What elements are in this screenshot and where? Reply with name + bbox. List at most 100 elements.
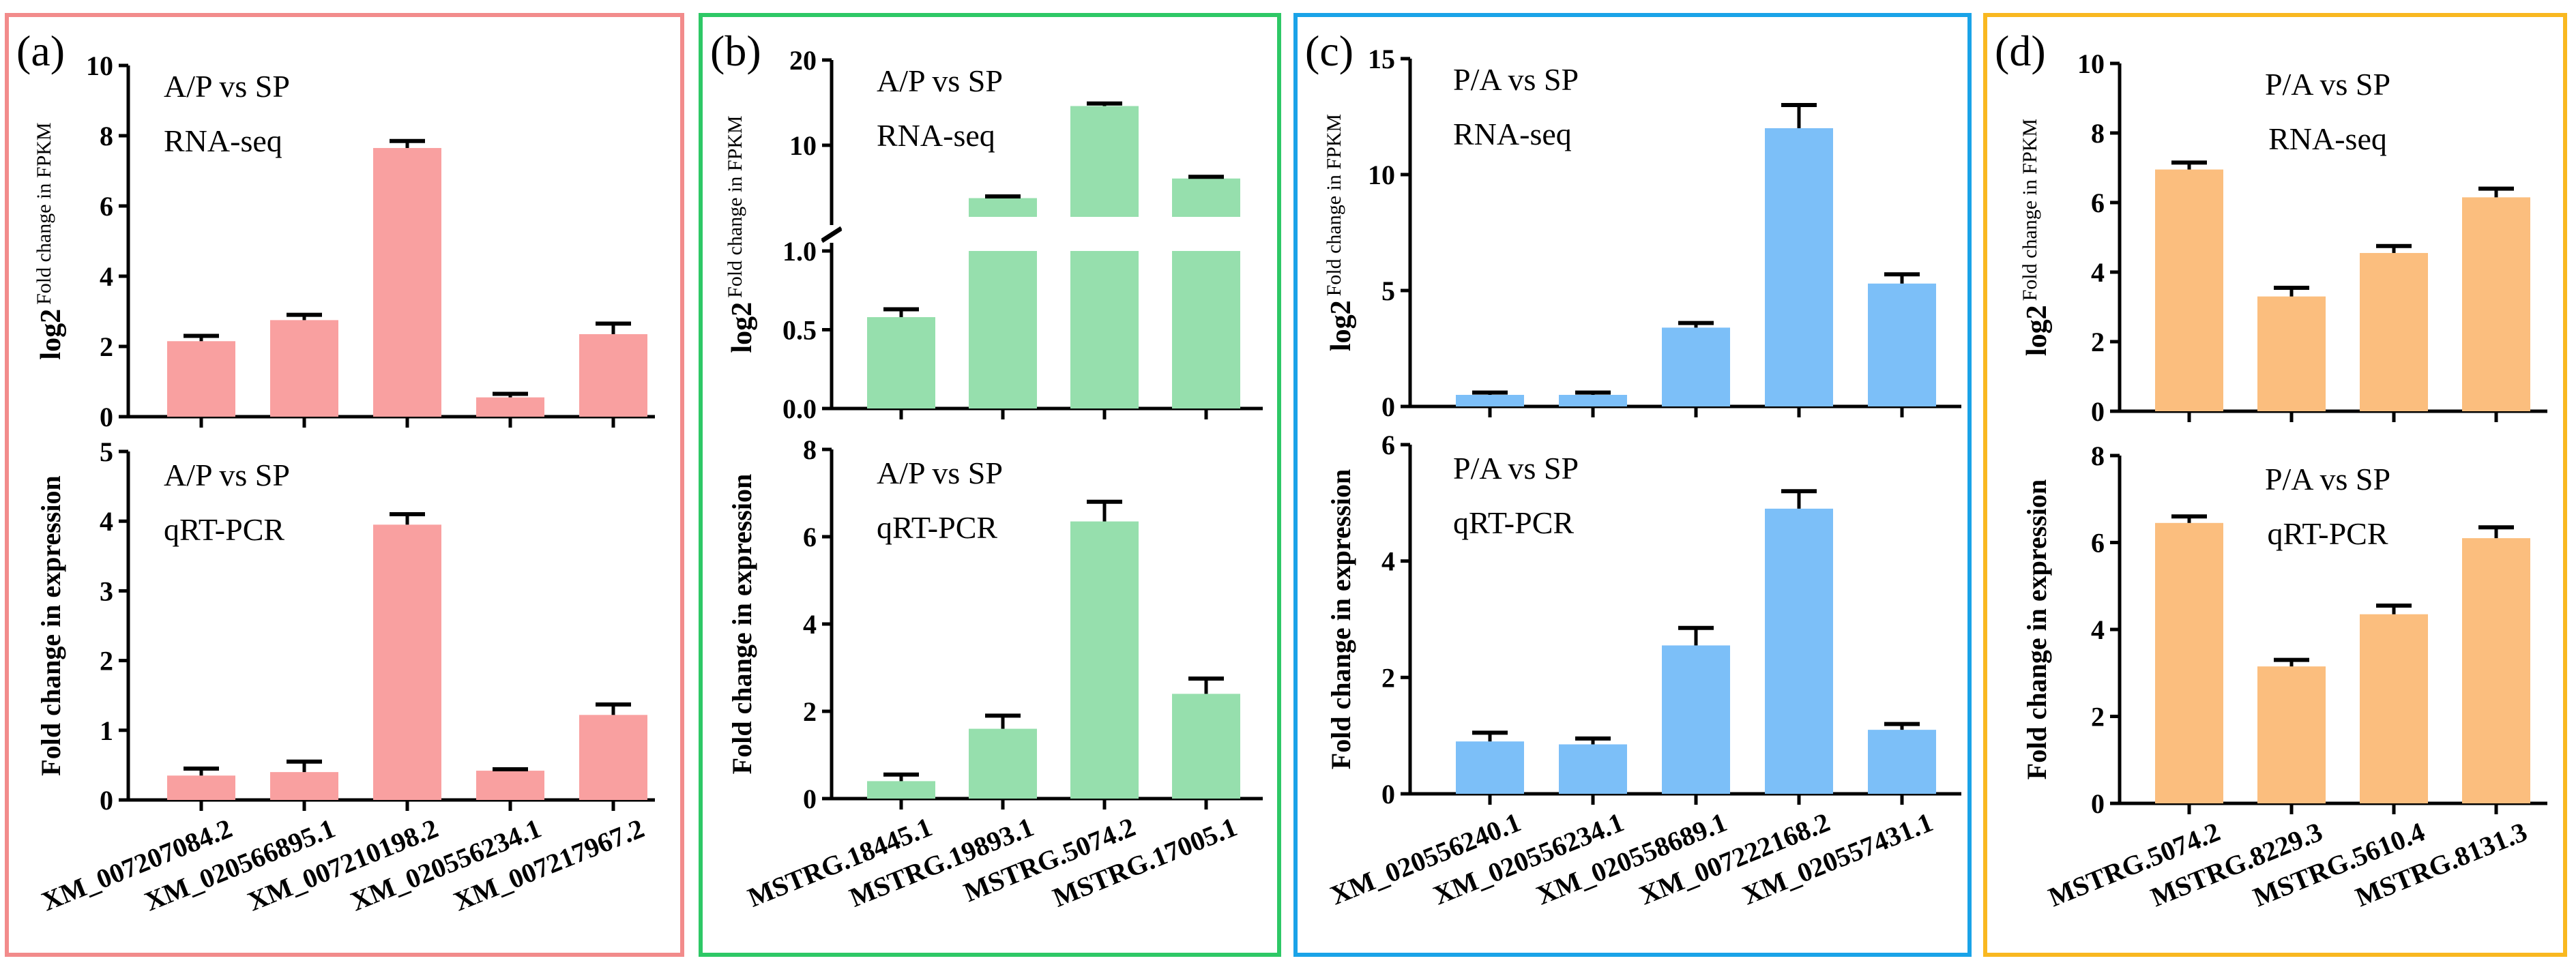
subplot-annotation: P/A vs SP	[1453, 451, 1579, 486]
bar	[1559, 395, 1627, 406]
bar	[969, 728, 1037, 799]
bar	[476, 771, 544, 800]
subplot-annotation: qRT-PCR	[2267, 516, 2388, 551]
y-tick-label: 6	[100, 191, 113, 222]
y-tick-label: 0	[2091, 788, 2105, 819]
bar	[1172, 694, 1240, 799]
y-axis-title-text: Fold change in FPKM	[1323, 114, 1345, 297]
y-axis-title: log2 Fold change in FPKM	[33, 122, 67, 359]
y-axis-title: log2 Fold change in FPKM	[1323, 114, 1357, 351]
bottom-subplot: 02468MSTRG.5074.2MSTRG.8229.3MSTRG.5610.…	[2021, 441, 2547, 912]
bar	[476, 397, 544, 417]
y-axis-title-text: Fold change in expression	[1326, 469, 1356, 769]
bar	[2155, 522, 2223, 803]
subplot-annotation: RNA-seq	[877, 118, 995, 153]
bar	[2360, 252, 2428, 411]
y-axis-title: Fold change in expression	[1326, 469, 1356, 769]
top-subplot: 0 2 4 6 8 10 P/A vs SP RNA-seq log2 Fold change i…	[2019, 48, 2547, 427]
bar	[270, 320, 338, 417]
y-tick-label: 2	[2091, 702, 2105, 732]
subplot-annotation: A/P vs SP	[877, 456, 1003, 490]
y-tick-label: 0	[1381, 391, 1395, 422]
y-tick-label: 8	[100, 121, 113, 151]
bar	[373, 148, 441, 417]
y-tick-label: 6	[2091, 188, 2105, 218]
y-axis-title: Fold change in expression	[35, 475, 66, 775]
y-tick-label: 4	[2091, 614, 2105, 645]
y-tick-label: 0.5	[782, 315, 817, 346]
y-tick-label: 0	[100, 785, 113, 816]
y-tick-label: 6	[2091, 528, 2105, 559]
y-axis-title: Fold change in expression	[727, 474, 757, 774]
y-tick-label: 6	[803, 522, 817, 552]
panel-border	[699, 13, 1281, 957]
bar	[1559, 744, 1627, 794]
y-tick-label: 10	[789, 130, 817, 161]
bar	[167, 775, 235, 800]
bar	[2462, 197, 2530, 411]
y-axis-title-text: Fold change in FPKM	[724, 115, 746, 298]
bar	[2257, 296, 2326, 411]
panel-label: (a)	[16, 27, 65, 75]
bar	[867, 781, 935, 799]
bar	[270, 772, 338, 800]
y-tick-label: 0.0	[782, 394, 817, 424]
bar	[2155, 169, 2223, 412]
subplot-annotation: qRT-PCR	[164, 512, 284, 547]
bar	[969, 251, 1037, 409]
y-tick-label: 4	[100, 261, 113, 292]
bar	[1662, 645, 1730, 794]
y-axis-title-prefix: log2	[35, 309, 67, 360]
subplot-annotation: A/P vs SP	[164, 69, 290, 104]
y-axis-title: log2 Fold change in FPKM	[724, 115, 758, 353]
y-tick-label: 8	[803, 434, 817, 465]
y-tick-label: 5	[1381, 276, 1395, 306]
top-subplot: 0 2 4 6 8 10 A/P vs SP RNA-seq log2 Fold change i…	[33, 50, 655, 432]
y-tick-label: 2	[100, 331, 113, 362]
y-axis-title-text: Fold change in FPKM	[33, 122, 55, 305]
y-axis-title-text: Fold change in expression	[727, 474, 757, 774]
bar	[1662, 327, 1730, 406]
bar	[373, 524, 441, 800]
y-tick-label: 4	[1381, 546, 1395, 577]
bar	[2257, 666, 2326, 803]
panel-label: (d)	[1995, 27, 2046, 75]
y-tick-label: 10	[86, 50, 113, 81]
bar	[867, 317, 935, 409]
bottom-subplot: 02468MSTRG.18445.1MSTRG.19893.1MSTRG.507…	[727, 434, 1263, 913]
bar	[579, 333, 647, 417]
subplot-annotation: qRT-PCR	[1453, 505, 1574, 540]
y-axis-title-prefix: log2	[2021, 305, 2053, 356]
bar	[1456, 741, 1524, 794]
y-axis-title-prefix: log2	[727, 302, 758, 353]
bar	[1765, 508, 1833, 794]
bar	[579, 715, 647, 800]
y-axis-title-text: Fold change in expression	[35, 475, 66, 775]
bottom-subplot: 0246XM_020556240.1XM_020556234.1XM_02055…	[1326, 430, 1961, 910]
y-axis-title-prefix: log2	[1326, 300, 1357, 351]
y-axis-title-text: Fold change in expression	[2021, 479, 2052, 780]
subplot-annotation: RNA-seq	[164, 123, 282, 158]
bar	[1172, 251, 1240, 409]
panel-label: (b)	[710, 27, 761, 75]
bar	[1456, 395, 1524, 406]
bar	[2462, 538, 2530, 803]
y-tick-label: 2	[2091, 327, 2105, 357]
panel-border	[1293, 13, 1972, 957]
y-tick-label: 2	[1381, 662, 1395, 693]
subplot-annotation: RNA-seq	[2268, 121, 2387, 156]
y-tick-label: 0	[2091, 396, 2105, 427]
y-tick-label: 15	[1368, 44, 1395, 74]
y-axis-title-text: Fold change in FPKM	[2019, 119, 2041, 301]
bar	[2360, 614, 2428, 803]
y-tick-label: 4	[100, 506, 113, 537]
bar	[1070, 521, 1139, 799]
y-tick-label: 3	[100, 576, 113, 606]
bar	[1172, 178, 1240, 217]
y-tick-label: 20	[789, 45, 817, 76]
subplot-annotation: P/A vs SP	[1453, 62, 1579, 97]
subplot-annotation: A/P vs SP	[877, 63, 1003, 98]
axis-break-mark	[821, 227, 843, 243]
y-tick-label: 4	[2091, 257, 2105, 288]
